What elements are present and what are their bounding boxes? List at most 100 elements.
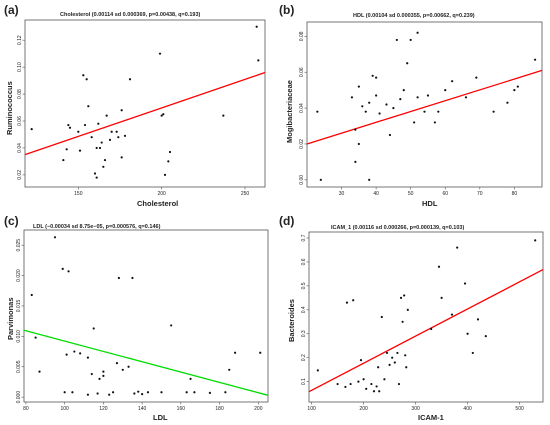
panel-letter: (a): [4, 3, 19, 17]
x-tick-label: 70: [477, 191, 483, 197]
data-point: [111, 391, 115, 394]
y-tick-label: 0.010: [16, 330, 22, 343]
x-tick-label: 180: [215, 406, 224, 412]
data-point: [86, 393, 90, 396]
data-point: [137, 390, 140, 393]
data-point: [163, 173, 167, 176]
data-point: [395, 38, 398, 42]
data-point: [378, 112, 381, 115]
data-point: [208, 391, 212, 394]
x-tick-label: 40: [373, 191, 379, 197]
data-point: [349, 382, 352, 386]
data-point: [133, 392, 136, 395]
y-tick-label: 0.04: [299, 103, 305, 113]
data-point: [92, 327, 95, 330]
data-point: [30, 293, 33, 297]
data-point: [444, 89, 447, 92]
data-point: [95, 146, 98, 150]
data-point: [516, 85, 519, 88]
data-point: [430, 327, 433, 331]
data-point: [506, 101, 509, 104]
x-tick-label: 500: [515, 406, 524, 412]
data-point: [222, 114, 225, 117]
data-point: [160, 114, 163, 117]
x-tick-label: 100: [60, 406, 69, 412]
y-tick-label: 0.04: [17, 143, 23, 153]
data-point: [67, 123, 70, 127]
data-point: [97, 122, 100, 125]
data-point: [160, 391, 163, 394]
panel-a: (a) Cholesterol (0.00114 sd 0.000369, p=…: [0, 0, 275, 212]
panel-b: (b) HDL (0.00104 sd 0.000355, p=0.00662,…: [275, 0, 550, 212]
chart-title: Cholesterol (0.00114 sd 0.000369, p=0.00…: [60, 12, 201, 18]
plot-frame: [306, 21, 543, 188]
data-point: [316, 369, 319, 372]
data-point: [38, 370, 41, 373]
data-point: [82, 74, 85, 77]
y-tick-label: 0.1: [301, 378, 307, 385]
data-point: [131, 276, 134, 280]
chart-title: ICAM_1 (0.00116 sd 0.000266, p=0.000139,…: [331, 225, 465, 231]
data-point: [403, 294, 406, 297]
data-point: [319, 178, 322, 181]
y-tick-label: 0.000: [16, 391, 22, 404]
data-point: [336, 382, 339, 386]
data-point: [63, 391, 66, 394]
plot-frame: [24, 19, 266, 188]
data-point: [362, 378, 365, 381]
data-point: [405, 366, 408, 369]
data-point: [471, 351, 474, 355]
x-tick-label: 120: [99, 406, 108, 412]
data-point: [102, 165, 105, 168]
data-point: [484, 335, 487, 338]
plot-frame: [23, 229, 269, 403]
y-tick-label: 0.3: [301, 330, 307, 337]
data-point: [224, 391, 227, 394]
y-axis-label: Ruminococcus: [5, 81, 14, 135]
panel-letter: (d): [279, 214, 295, 228]
x-tick-label: 50: [408, 191, 414, 197]
y-tick-label: 0.5: [301, 282, 307, 289]
data-point: [98, 377, 101, 381]
data-point: [383, 378, 386, 381]
data-point: [475, 76, 478, 79]
data-point: [391, 356, 394, 359]
data-point: [437, 265, 441, 268]
data-point: [372, 390, 376, 393]
data-point: [368, 101, 371, 104]
regression-line: [308, 269, 544, 393]
data-point: [406, 308, 409, 311]
data-point: [359, 358, 363, 362]
data-point: [121, 368, 124, 371]
data-point: [463, 282, 467, 285]
data-point: [388, 363, 391, 366]
data-point: [437, 110, 440, 113]
x-tick-label: 80: [512, 191, 518, 197]
data-point: [534, 239, 537, 242]
data-point: [189, 377, 192, 381]
regression-line: [23, 329, 269, 396]
data-point: [87, 105, 90, 108]
data-point: [158, 52, 162, 55]
data-point: [464, 96, 468, 99]
x-tick-label: 200: [157, 191, 166, 197]
data-point: [86, 356, 90, 359]
data-point: [259, 351, 262, 354]
data-point: [416, 31, 419, 34]
data-point: [357, 142, 360, 146]
data-point: [233, 351, 237, 354]
y-tick-label: 0.02: [299, 139, 305, 149]
y-tick-label: 0.2: [301, 354, 307, 361]
data-point: [513, 89, 516, 92]
data-point: [62, 158, 65, 162]
x-axis-label: Cholesterol: [137, 199, 179, 208]
y-tick-label: 0.08: [17, 89, 23, 99]
data-point: [413, 121, 416, 124]
data-point: [399, 296, 403, 299]
x-axis-label: ICAM-1: [418, 413, 444, 422]
data-point: [365, 387, 368, 390]
y-axis-label: Parvimonas: [6, 297, 15, 340]
data-point: [399, 98, 402, 101]
data-point: [406, 62, 409, 65]
data-point: [476, 318, 480, 321]
